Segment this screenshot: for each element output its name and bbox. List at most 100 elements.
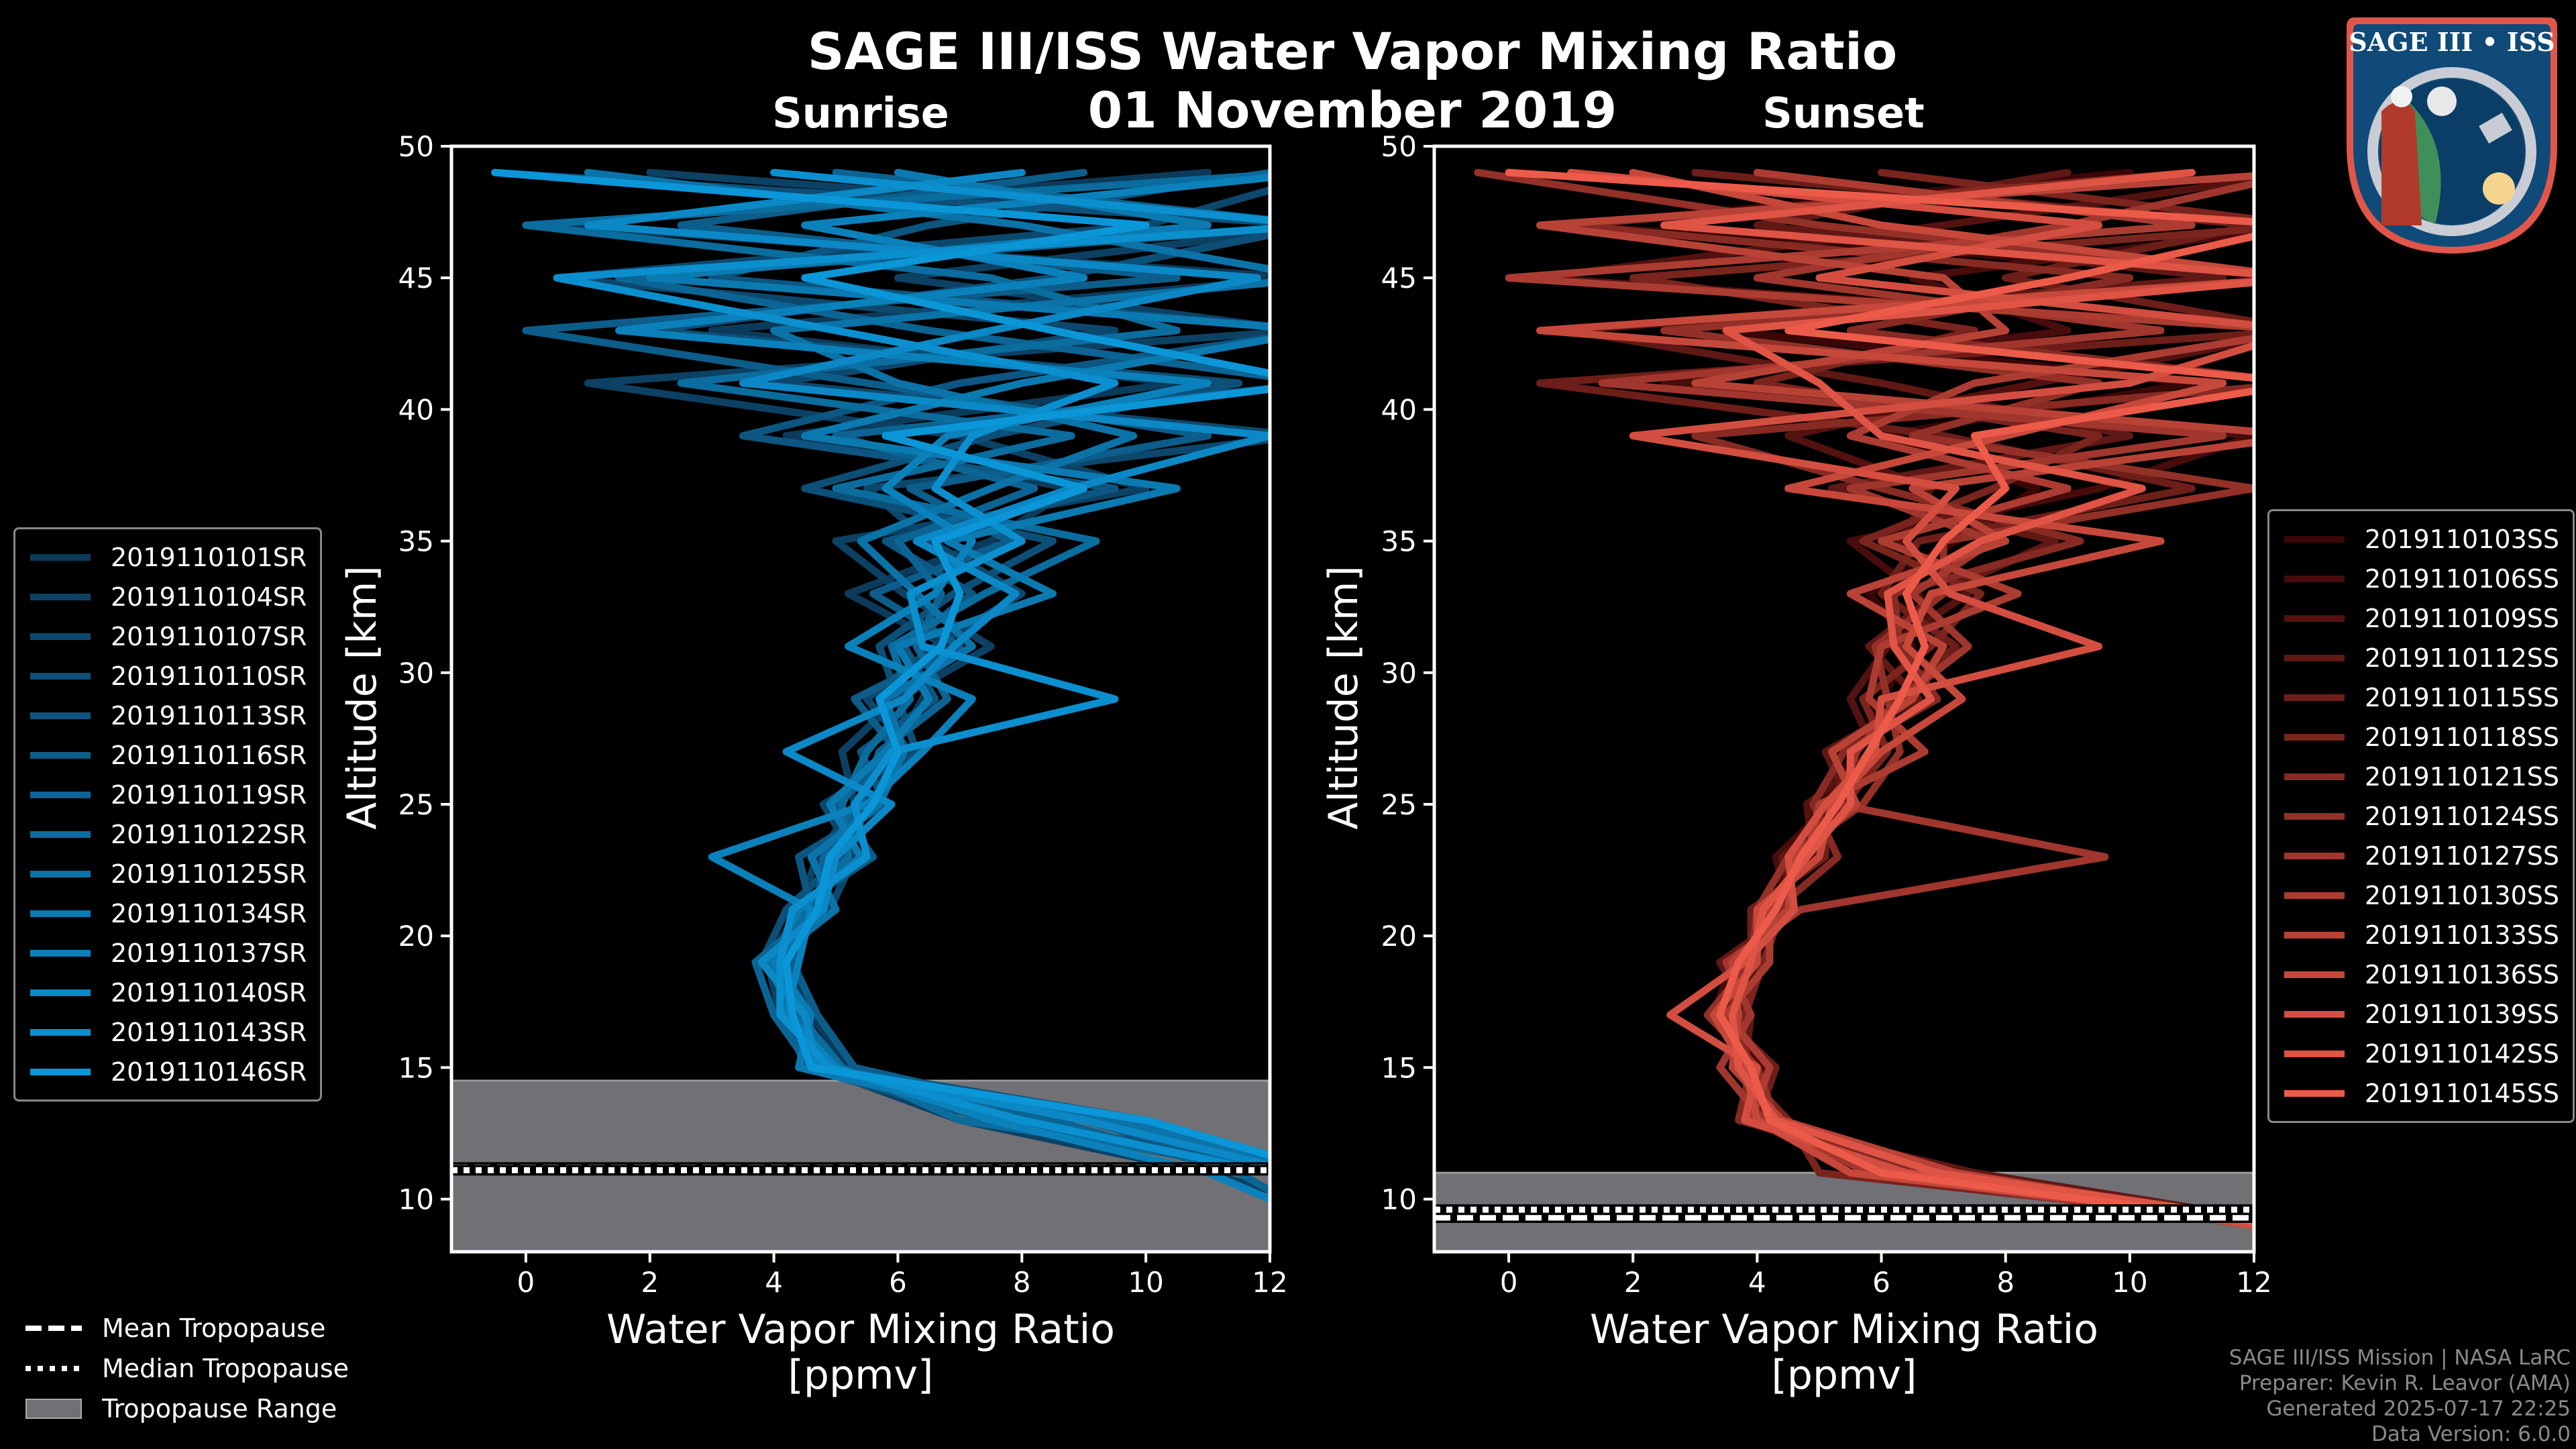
profile-line-2019110146SR <box>491 168 1270 1159</box>
y-tick-label: 50 <box>398 130 434 163</box>
x-axis-unit-label: [ppmv] <box>1772 1352 1917 1399</box>
legend-swatch <box>2284 654 2345 661</box>
y-tick-label: 30 <box>398 657 434 690</box>
median-tropopause-entry: Median Tropopause <box>25 1348 349 1389</box>
y-tick-label: 35 <box>1381 525 1417 558</box>
x-axis-label: Water Vapor Mixing Ratio <box>1590 1306 2098 1353</box>
legend-entry: 2019110124SS <box>2284 796 2559 836</box>
legend-label: 2019110133SS <box>2365 920 2560 950</box>
y-tick-label: 10 <box>1381 1183 1417 1216</box>
credits-footer: SAGE III/ISS Mission | NASA LaRC Prepare… <box>2229 1345 2571 1447</box>
x-tick-label: 0 <box>517 1266 535 1299</box>
legend-entry: 2019110101SR <box>30 537 307 577</box>
x-tick-label: 2 <box>1624 1266 1642 1299</box>
legend-label: 2019110140SR <box>111 977 307 1008</box>
legend-swatch <box>30 989 91 996</box>
preparer-credit: Preparer: Kevin R. Leavor (AMA) <box>2239 1371 2571 1395</box>
legend-label: 2019110121SS <box>2365 761 2560 792</box>
legend-entry: 2019110139SS <box>2284 994 2559 1034</box>
legend-swatch <box>2284 892 2345 899</box>
legend-entry: 2019110103SS <box>2284 519 2559 559</box>
y-tick-label: 20 <box>398 920 434 953</box>
x-tick-label: 8 <box>1013 1266 1031 1299</box>
legend-entry: 2019110134SR <box>30 894 307 933</box>
legend-label: 2019110109SS <box>2365 603 2560 633</box>
data-version: Data Version: 6.0.0 <box>2371 1422 2571 1446</box>
legend-label: 2019110110SR <box>111 661 307 691</box>
legend-label: 2019110139SS <box>2365 999 2560 1029</box>
legend-swatch <box>2284 852 2345 859</box>
mission-credit: SAGE III/ISS Mission | NASA LaRC <box>2229 1346 2571 1370</box>
legend-entry: 2019110113SR <box>30 696 307 735</box>
legend-entry: 2019110140SR <box>30 973 307 1012</box>
legend-label: 2019110119SR <box>111 780 307 810</box>
dotted-line-icon <box>25 1366 82 1371</box>
legend-label: 2019110104SR <box>111 582 307 612</box>
legend-label: 2019110115SS <box>2365 682 2560 712</box>
x-axis-unit-label: [ppmv] <box>788 1352 934 1399</box>
legend-label: 2019110124SS <box>2365 801 2560 831</box>
tropopause-range-label: Tropopause Range <box>102 1394 337 1424</box>
y-tick-label: 30 <box>1381 657 1417 690</box>
gray-patch-icon <box>25 1399 82 1419</box>
x-tick-label: 12 <box>1252 1266 1287 1299</box>
y-tick-label: 35 <box>398 525 434 558</box>
profile-line-2019110139SS <box>1567 168 2254 1230</box>
legend-swatch <box>30 870 91 877</box>
legend-swatch <box>2284 733 2345 741</box>
mean-tropopause-entry: Mean Tropopause <box>25 1308 349 1348</box>
legend-entry: 2019110143SR <box>30 1012 307 1052</box>
y-axis-label: Altitude [km] <box>1320 566 1367 830</box>
sunset-subtitle: Sunset <box>1762 89 1925 138</box>
legend-entry: 2019110122SR <box>30 814 307 854</box>
legend-label: 2019110107SR <box>111 621 307 651</box>
legend-swatch <box>30 910 91 917</box>
legend-label: 2019110113SR <box>111 700 307 731</box>
sunrise-legend: 2019110101SR 2019110104SR 2019110107SR 2019… <box>13 527 323 1102</box>
legend-entry: 2019110142SS <box>2284 1034 2559 1073</box>
legend-swatch <box>2284 931 2345 938</box>
legend-swatch <box>2284 773 2345 780</box>
legend-label: 2019110136SS <box>2365 959 2560 989</box>
legend-swatch <box>2284 1010 2345 1018</box>
y-tick-label: 40 <box>1381 393 1417 426</box>
sunset-legend: 2019110103SS 2019110106SS 2019110109SS 2019… <box>2267 509 2575 1123</box>
generated-date: Generated 2025-07-17 22:25 <box>2266 1397 2571 1421</box>
legend-entry: 2019110121SS <box>2284 757 2559 796</box>
x-tick-label: 10 <box>2112 1266 2147 1299</box>
legend-label: 2019110134SR <box>111 898 307 928</box>
legend-swatch <box>2284 971 2345 978</box>
legend-swatch <box>2284 812 2345 820</box>
legend-swatch <box>30 672 91 680</box>
legend-swatch <box>2284 535 2345 543</box>
legend-swatch <box>2284 1089 2345 1097</box>
legend-label: 2019110127SS <box>2365 841 2560 871</box>
y-tick-label: 20 <box>1381 920 1417 953</box>
legend-entry: 2019110107SR <box>30 616 307 656</box>
median-tropopause-label: Median Tropopause <box>102 1354 349 1383</box>
legend-swatch <box>30 830 91 838</box>
y-tick-label: 45 <box>398 262 434 294</box>
x-tick-label: 12 <box>2236 1266 2271 1299</box>
legend-label: 2019110142SS <box>2365 1038 2560 1069</box>
x-tick-label: 0 <box>1500 1266 1518 1299</box>
legend-swatch <box>30 791 91 798</box>
chart-title: SAGE III/ISS Water Vapor Mixing Ratio <box>807 21 1898 81</box>
legend-swatch <box>2284 575 2345 582</box>
x-tick-label: 4 <box>1748 1266 1766 1299</box>
legend-label: 2019110137SR <box>111 938 307 968</box>
legend-entry: 2019110145SS <box>2284 1073 2559 1113</box>
y-tick-label: 15 <box>1381 1051 1417 1084</box>
legend-label: 2019110143SR <box>111 1017 307 1047</box>
y-tick-label: 45 <box>1381 262 1417 294</box>
legend-entry: 2019110109SS <box>2284 598 2559 638</box>
sunrise-plot-area <box>451 168 1270 1252</box>
legend-entry: 2019110137SR <box>30 933 307 973</box>
profile-line-2019110145SS <box>1505 168 2254 1226</box>
y-tick-label: 15 <box>398 1051 434 1084</box>
legend-entry: 2019110110SR <box>30 656 307 696</box>
x-tick-label: 10 <box>1128 1266 1163 1299</box>
mean-tropopause-label: Mean Tropopause <box>102 1313 326 1343</box>
legend-entry: 2019110125SR <box>30 854 307 894</box>
legend-label: 2019110122SR <box>111 819 307 849</box>
